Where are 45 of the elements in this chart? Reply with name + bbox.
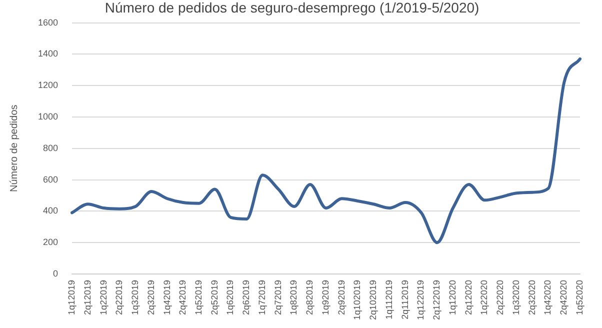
x-tick-label: 1q92019 (320, 280, 330, 316)
x-tick-label: 2q42020 (558, 280, 569, 316)
y-tick-label: 0 (53, 268, 58, 278)
y-tick-label: 600 (42, 174, 58, 184)
x-tick-label: 1q102019 (352, 280, 362, 320)
x-tick-label: 1q52020 (574, 280, 584, 316)
x-tick-label: 1q52019 (194, 280, 204, 316)
x-tick-label: 2q12020 (463, 280, 474, 316)
x-tick-label: 1q12020 (447, 280, 458, 316)
x-tick-label: 2q42019 (178, 280, 188, 316)
y-tick-label: 200 (42, 237, 58, 248)
x-tick-label: 2q32019 (146, 280, 156, 316)
x-tick-label: 2q92019 (336, 280, 346, 316)
chart-title: Número de pedidos de seguro-desemprego (1/2019-5/2020) (104, 0, 480, 16)
x-tick-label: 2q62019 (241, 280, 252, 316)
x-tick-label: 2q72019 (272, 280, 283, 316)
x-tick-label: 1q122019 (416, 280, 426, 320)
y-tick-label: 1600 (38, 17, 58, 28)
x-tick-label: 2q12019 (82, 280, 92, 316)
y-axis-title: Número de pedidos (8, 104, 20, 192)
x-tick-label: 1q72019 (257, 280, 267, 316)
x-tick-label: 2q82019 (304, 280, 315, 316)
x-tick-label: 2q102019 (368, 280, 378, 320)
x-tick-label: 1q82019 (288, 280, 299, 316)
x-tick-label: 2q112019 (400, 280, 410, 320)
line-series (70, 57, 582, 244)
y-tick-label: 400 (42, 206, 58, 216)
x-tick-label: 1q42020 (542, 280, 553, 316)
x-tick-label: 2q22020 (495, 280, 506, 316)
x-tick-label: 1q112019 (384, 280, 394, 320)
x-tick-label: 1q42019 (162, 280, 172, 316)
x-tick-label: 1q62019 (225, 280, 236, 316)
x-tick-label: 1q22020 (479, 280, 490, 316)
y-tick-label: 1000 (38, 111, 58, 122)
x-tick-label: 2q52019 (209, 280, 220, 316)
x-tick-label: 1q22019 (98, 280, 108, 316)
y-tick-label: 1400 (38, 48, 58, 59)
x-tick-label: 1q32020 (510, 280, 521, 316)
y-tick-label: 1200 (38, 80, 58, 90)
x-tick-label: 2q32020 (526, 280, 537, 316)
x-tick-label: 1q12019 (66, 280, 77, 316)
x-tick-label: 2q122019 (432, 280, 442, 320)
x-tick-label: 2q22019 (114, 280, 124, 316)
x-tick-label: 1q32019 (130, 280, 140, 316)
y-tick-label: 800 (42, 142, 58, 153)
